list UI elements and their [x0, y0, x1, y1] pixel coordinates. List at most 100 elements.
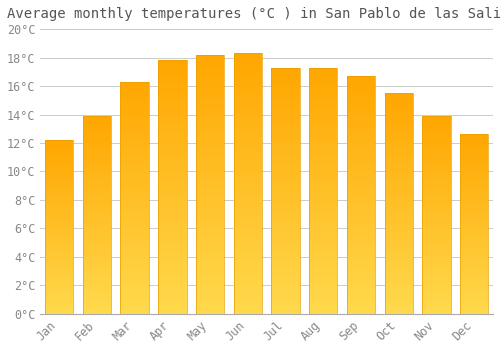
Bar — [196, 68, 224, 70]
Bar — [234, 165, 262, 168]
Bar — [384, 98, 413, 100]
Bar — [234, 79, 262, 82]
Bar — [45, 229, 74, 231]
Bar — [384, 245, 413, 248]
Bar — [460, 150, 488, 152]
Bar — [234, 184, 262, 186]
Bar — [422, 185, 450, 187]
Bar — [309, 230, 338, 233]
Bar — [196, 200, 224, 202]
Bar — [460, 231, 488, 233]
Bar — [234, 202, 262, 204]
Bar — [120, 274, 149, 277]
Bar — [158, 101, 186, 104]
Bar — [460, 220, 488, 222]
Bar — [120, 205, 149, 207]
Bar — [120, 290, 149, 293]
Bar — [234, 103, 262, 105]
Bar — [45, 300, 74, 302]
Bar — [422, 254, 450, 257]
Title: Average monthly temperatures (°C ) in San Pablo de las Salinas: Average monthly temperatures (°C ) in Sa… — [7, 7, 500, 21]
Bar — [120, 163, 149, 165]
Bar — [309, 272, 338, 274]
Bar — [347, 271, 375, 273]
Bar — [384, 124, 413, 126]
Bar — [347, 135, 375, 138]
Bar — [45, 257, 74, 258]
Bar — [158, 225, 186, 228]
Bar — [83, 288, 111, 290]
Bar — [272, 104, 299, 107]
Bar — [45, 180, 74, 182]
Bar — [272, 220, 299, 223]
Bar — [45, 224, 74, 225]
Bar — [120, 244, 149, 246]
Bar — [158, 96, 186, 98]
Bar — [347, 281, 375, 283]
Bar — [120, 154, 149, 156]
Bar — [83, 169, 111, 172]
Bar — [196, 62, 224, 65]
Bar — [347, 138, 375, 140]
Bar — [45, 286, 74, 288]
Bar — [309, 75, 338, 77]
Bar — [347, 293, 375, 295]
Bar — [120, 184, 149, 186]
Bar — [347, 302, 375, 304]
Bar — [309, 274, 338, 277]
Bar — [272, 166, 299, 168]
Bar — [45, 218, 74, 220]
Bar — [272, 247, 299, 250]
Bar — [45, 152, 74, 154]
Bar — [158, 266, 186, 268]
Bar — [45, 147, 74, 149]
Bar — [460, 282, 488, 284]
Bar — [120, 263, 149, 265]
Bar — [384, 128, 413, 131]
Bar — [384, 133, 413, 135]
Bar — [83, 280, 111, 282]
Bar — [83, 223, 111, 225]
Bar — [422, 120, 450, 122]
Bar — [234, 155, 262, 158]
Bar — [120, 170, 149, 172]
Bar — [272, 282, 299, 284]
Bar — [196, 119, 224, 122]
Bar — [120, 307, 149, 309]
Bar — [309, 196, 338, 198]
Bar — [309, 102, 338, 104]
Bar — [234, 64, 262, 66]
Bar — [384, 166, 413, 168]
Bar — [309, 299, 338, 302]
Bar — [83, 172, 111, 173]
Bar — [45, 303, 74, 305]
Bar — [196, 228, 224, 231]
Bar — [384, 193, 413, 195]
Bar — [45, 150, 74, 152]
Bar — [83, 286, 111, 288]
Bar — [234, 238, 262, 241]
Bar — [45, 182, 74, 184]
Bar — [234, 199, 262, 202]
Bar — [196, 117, 224, 119]
Bar — [422, 306, 450, 308]
Bar — [460, 257, 488, 258]
Bar — [120, 228, 149, 230]
Bar — [347, 278, 375, 281]
Bar — [196, 150, 224, 153]
Bar — [384, 188, 413, 190]
Bar — [120, 82, 149, 314]
Bar — [45, 255, 74, 257]
Bar — [83, 233, 111, 235]
Bar — [234, 296, 262, 298]
Bar — [83, 304, 111, 306]
Bar — [384, 289, 413, 292]
Bar — [234, 270, 262, 272]
Bar — [196, 213, 224, 215]
Bar — [234, 74, 262, 77]
Bar — [347, 202, 375, 204]
Bar — [422, 296, 450, 298]
Bar — [234, 66, 262, 69]
Bar — [120, 98, 149, 100]
Bar — [460, 305, 488, 307]
